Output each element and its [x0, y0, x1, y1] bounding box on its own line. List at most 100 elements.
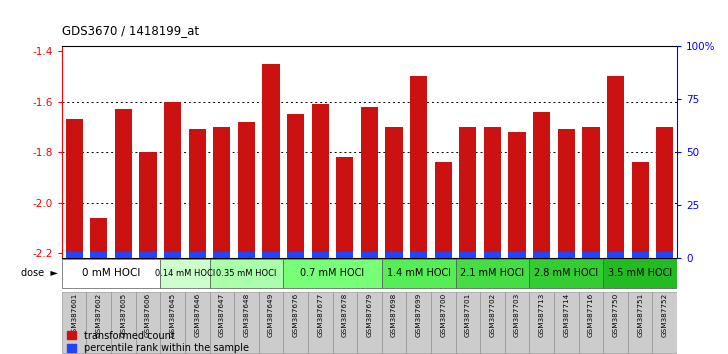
Text: 0.35 mM HOCl: 0.35 mM HOCl	[216, 269, 277, 278]
Bar	[139, 152, 157, 258]
FancyBboxPatch shape	[480, 292, 505, 353]
Text: GSM387647: GSM387647	[219, 293, 225, 337]
Bar	[435, 252, 452, 258]
FancyBboxPatch shape	[185, 292, 210, 353]
Text: 3.5 mM HOCl: 3.5 mM HOCl	[608, 268, 672, 279]
Bar	[164, 102, 181, 258]
Bar	[385, 252, 403, 258]
FancyBboxPatch shape	[505, 292, 529, 353]
Bar	[139, 252, 157, 258]
FancyBboxPatch shape	[529, 259, 604, 288]
Text: GSM387716: GSM387716	[588, 293, 594, 337]
Bar	[213, 127, 231, 258]
FancyBboxPatch shape	[210, 259, 283, 288]
Bar	[90, 252, 108, 258]
Bar	[287, 114, 304, 258]
Text: GSM387714: GSM387714	[563, 293, 569, 337]
Bar	[312, 252, 329, 258]
FancyBboxPatch shape	[357, 292, 381, 353]
FancyBboxPatch shape	[604, 259, 677, 288]
FancyBboxPatch shape	[529, 292, 554, 353]
Bar	[533, 252, 550, 258]
FancyBboxPatch shape	[652, 292, 677, 353]
Bar	[582, 252, 600, 258]
FancyBboxPatch shape	[381, 259, 456, 288]
FancyBboxPatch shape	[628, 292, 652, 353]
FancyBboxPatch shape	[333, 292, 357, 353]
FancyBboxPatch shape	[111, 292, 135, 353]
Bar	[287, 252, 304, 258]
Bar	[189, 130, 206, 258]
Bar	[115, 109, 132, 258]
Text: GSM387676: GSM387676	[293, 293, 298, 337]
Bar	[238, 252, 255, 258]
Bar	[66, 119, 83, 258]
Bar	[508, 252, 526, 258]
Bar	[656, 127, 673, 258]
Text: GDS3670 / 1418199_at: GDS3670 / 1418199_at	[62, 24, 199, 37]
FancyBboxPatch shape	[431, 292, 456, 353]
FancyBboxPatch shape	[87, 292, 111, 353]
FancyBboxPatch shape	[554, 292, 579, 353]
Text: GSM387677: GSM387677	[317, 293, 323, 337]
Text: GSM387699: GSM387699	[416, 293, 422, 337]
Bar	[459, 127, 477, 258]
Bar	[312, 104, 329, 258]
Bar	[115, 252, 132, 258]
FancyBboxPatch shape	[381, 292, 406, 353]
Text: GSM387678: GSM387678	[342, 293, 348, 337]
Text: GSM387679: GSM387679	[366, 293, 373, 337]
FancyBboxPatch shape	[456, 259, 529, 288]
Bar	[361, 252, 378, 258]
Bar	[607, 252, 624, 258]
FancyBboxPatch shape	[406, 292, 431, 353]
Text: GSM387702: GSM387702	[489, 293, 496, 337]
Bar	[484, 252, 501, 258]
FancyBboxPatch shape	[283, 259, 381, 288]
Bar	[238, 122, 255, 258]
Bar	[262, 64, 280, 258]
Text: GSM387703: GSM387703	[514, 293, 520, 337]
Text: GSM387751: GSM387751	[637, 293, 643, 337]
FancyBboxPatch shape	[456, 292, 480, 353]
Bar	[484, 127, 501, 258]
FancyBboxPatch shape	[160, 259, 210, 288]
Bar	[361, 107, 378, 258]
Bar	[336, 252, 354, 258]
FancyBboxPatch shape	[135, 292, 160, 353]
Bar	[631, 252, 649, 258]
Bar	[189, 252, 206, 258]
Text: 2.1 mM HOCl: 2.1 mM HOCl	[460, 268, 525, 279]
FancyBboxPatch shape	[579, 292, 604, 353]
Bar	[435, 162, 452, 258]
Bar	[558, 130, 575, 258]
FancyBboxPatch shape	[308, 292, 333, 353]
Bar	[656, 252, 673, 258]
FancyBboxPatch shape	[604, 292, 628, 353]
Text: 0 mM HOCl: 0 mM HOCl	[82, 268, 141, 279]
Bar	[336, 157, 354, 258]
Bar	[385, 127, 403, 258]
Bar	[164, 252, 181, 258]
Bar	[508, 132, 526, 258]
Text: GSM387606: GSM387606	[145, 293, 151, 337]
Bar	[582, 127, 600, 258]
FancyBboxPatch shape	[62, 259, 160, 288]
Bar	[262, 252, 280, 258]
Text: 0.14 mM HOCl: 0.14 mM HOCl	[155, 269, 215, 278]
Bar	[66, 252, 83, 258]
FancyBboxPatch shape	[160, 292, 185, 353]
Text: GSM387645: GSM387645	[170, 293, 175, 337]
Bar	[410, 252, 427, 258]
Bar	[558, 252, 575, 258]
Text: GSM387646: GSM387646	[194, 293, 200, 337]
Bar	[533, 112, 550, 258]
Text: GSM387649: GSM387649	[268, 293, 274, 337]
FancyBboxPatch shape	[62, 292, 87, 353]
Text: 1.4 mM HOCl: 1.4 mM HOCl	[387, 268, 451, 279]
Bar	[459, 252, 477, 258]
Text: 0.7 mM HOCl: 0.7 mM HOCl	[301, 268, 365, 279]
Text: GSM387700: GSM387700	[440, 293, 446, 337]
FancyBboxPatch shape	[234, 292, 258, 353]
Bar	[410, 76, 427, 258]
